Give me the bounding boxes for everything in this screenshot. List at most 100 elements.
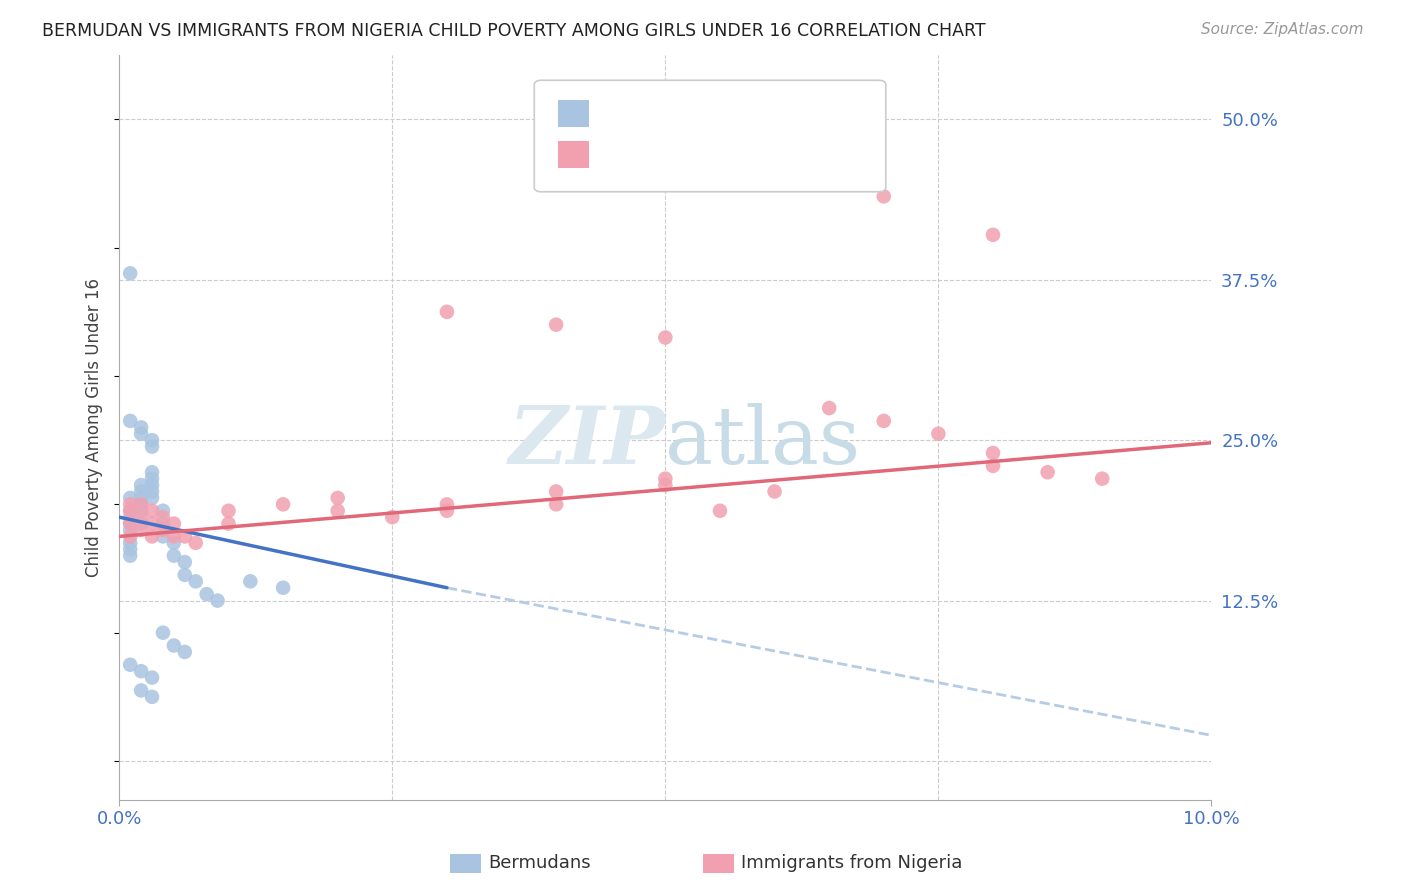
Point — [141, 529, 163, 543]
Point — [271, 581, 294, 595]
Point — [141, 484, 163, 499]
Point — [120, 504, 142, 518]
Point — [120, 497, 142, 511]
Point — [163, 639, 186, 653]
Point — [120, 504, 142, 518]
Point — [141, 504, 163, 518]
Point — [141, 465, 163, 479]
Point — [129, 516, 152, 531]
Point — [654, 478, 676, 492]
Text: Bermudans: Bermudans — [488, 855, 591, 872]
Point — [141, 516, 163, 531]
Point — [326, 504, 349, 518]
Point — [818, 401, 841, 415]
Point — [981, 458, 1004, 473]
Text: ZIP: ZIP — [509, 403, 665, 481]
Point — [163, 536, 186, 550]
Point — [120, 510, 142, 524]
Point — [981, 446, 1004, 460]
Y-axis label: Child Poverty Among Girls Under 16: Child Poverty Among Girls Under 16 — [86, 277, 103, 577]
Point — [152, 516, 174, 531]
Point — [141, 478, 163, 492]
Point — [152, 510, 174, 524]
Point — [271, 497, 294, 511]
Point — [129, 478, 152, 492]
Point — [873, 189, 896, 203]
Point — [1036, 465, 1059, 479]
Point — [1091, 472, 1114, 486]
Text: R =: R = — [598, 145, 637, 163]
Point — [152, 504, 174, 518]
Point — [120, 549, 142, 563]
Point — [436, 305, 458, 319]
Point — [120, 523, 142, 537]
Point — [173, 555, 195, 569]
Point — [129, 683, 152, 698]
Text: Source: ZipAtlas.com: Source: ZipAtlas.com — [1201, 22, 1364, 37]
Point — [152, 523, 174, 537]
Point — [141, 690, 163, 704]
Point — [184, 536, 207, 550]
Point — [709, 504, 731, 518]
Point — [129, 484, 152, 499]
Point — [129, 497, 152, 511]
Point — [120, 529, 142, 543]
Point — [120, 536, 142, 550]
Point — [173, 568, 195, 582]
Point — [129, 497, 152, 511]
Point — [120, 657, 142, 672]
Point — [129, 420, 152, 434]
Text: N =: N = — [727, 104, 766, 122]
Point — [981, 227, 1004, 242]
Point — [129, 664, 152, 678]
Point — [120, 491, 142, 505]
Point — [546, 318, 568, 332]
Point — [152, 625, 174, 640]
Point — [120, 516, 142, 531]
Point — [436, 504, 458, 518]
Point — [120, 414, 142, 428]
Point — [927, 426, 949, 441]
Point — [207, 593, 229, 607]
Point — [120, 516, 142, 531]
Point — [141, 472, 163, 486]
Point — [129, 523, 152, 537]
Text: 0.179: 0.179 — [643, 145, 699, 163]
Point — [195, 587, 218, 601]
Point — [654, 472, 676, 486]
Text: R =: R = — [598, 104, 637, 122]
Point — [218, 516, 240, 531]
Text: 43: 43 — [766, 145, 792, 163]
Point — [129, 491, 152, 505]
Point — [381, 510, 404, 524]
Text: 45: 45 — [766, 104, 792, 122]
Point — [218, 504, 240, 518]
Point — [163, 549, 186, 563]
Point — [152, 529, 174, 543]
Point — [173, 645, 195, 659]
Point — [436, 497, 458, 511]
Point — [873, 414, 896, 428]
Point — [763, 484, 786, 499]
Point — [141, 440, 163, 454]
Point — [546, 497, 568, 511]
Point — [654, 330, 676, 344]
Text: Immigrants from Nigeria: Immigrants from Nigeria — [741, 855, 962, 872]
Point — [129, 510, 152, 524]
Text: N =: N = — [727, 145, 766, 163]
Point — [184, 574, 207, 589]
Text: BERMUDAN VS IMMIGRANTS FROM NIGERIA CHILD POVERTY AMONG GIRLS UNDER 16 CORRELATI: BERMUDAN VS IMMIGRANTS FROM NIGERIA CHIL… — [42, 22, 986, 40]
Point — [120, 266, 142, 280]
Point — [141, 433, 163, 447]
Point — [141, 671, 163, 685]
Point — [239, 574, 262, 589]
Point — [129, 504, 152, 518]
Point — [173, 529, 195, 543]
Point — [546, 484, 568, 499]
Point — [326, 491, 349, 505]
Point — [129, 426, 152, 441]
Point — [120, 542, 142, 557]
Text: atlas: atlas — [665, 403, 860, 481]
Point — [163, 516, 186, 531]
Point — [163, 529, 186, 543]
